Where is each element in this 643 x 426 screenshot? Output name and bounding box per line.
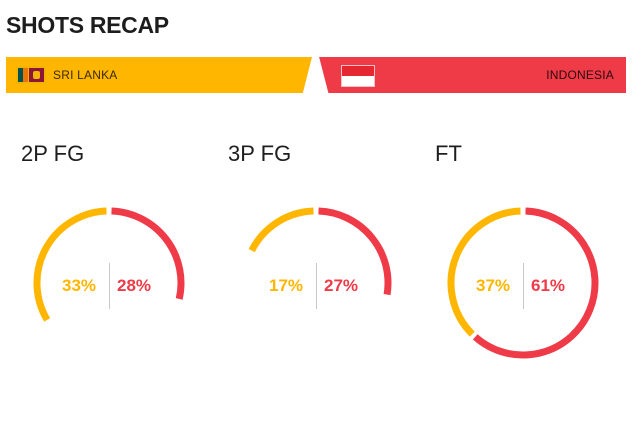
donut-3p-fg-away-arc [318, 207, 392, 296]
donut-ft-home-arc [447, 207, 521, 337]
donut-ft-away-arc [472, 207, 599, 359]
donut-divider [316, 263, 317, 309]
donut-ft-chart [447, 207, 599, 359]
stat-label-ft: FT [435, 141, 462, 166]
away-team-bar: INDONESIA [319, 57, 626, 93]
donut-2p-fg-away-arc [111, 207, 185, 300]
home-team-name: SRI LANKA [53, 68, 118, 82]
sri-lanka-flag-icon [16, 66, 46, 84]
home-team-bar: SRI LANKA [6, 57, 312, 93]
donut-3p-fg-home-arc [248, 207, 314, 253]
away-team-name: INDONESIA [546, 68, 614, 82]
indonesia-flag-icon [342, 66, 374, 86]
away-pct-ft: 61% [531, 276, 566, 295]
page-title: SHOTS RECAP [6, 12, 169, 38]
donut-2p-fg-chart [33, 207, 185, 322]
home-pct-3p-fg: 17% [269, 276, 304, 295]
stat-label-3p-fg: 3P FG [228, 141, 292, 166]
away-pct-2p-fg: 28% [117, 276, 152, 295]
donut-2p-fg-home-arc [33, 207, 107, 322]
stat-label-2p-fg: 2P FG [21, 141, 85, 166]
donut-2p-fg: 33% 28% [29, 203, 189, 363]
donut-ft: 37% 61% [443, 203, 603, 363]
home-pct-2p-fg: 33% [62, 276, 97, 295]
donut-divider [109, 263, 110, 309]
donut-divider [523, 263, 524, 309]
home-pct-ft: 37% [476, 276, 511, 295]
away-pct-3p-fg: 27% [324, 276, 359, 295]
donut-3p-fg-chart [248, 207, 392, 296]
donut-3p-fg: 17% 27% [236, 203, 396, 363]
